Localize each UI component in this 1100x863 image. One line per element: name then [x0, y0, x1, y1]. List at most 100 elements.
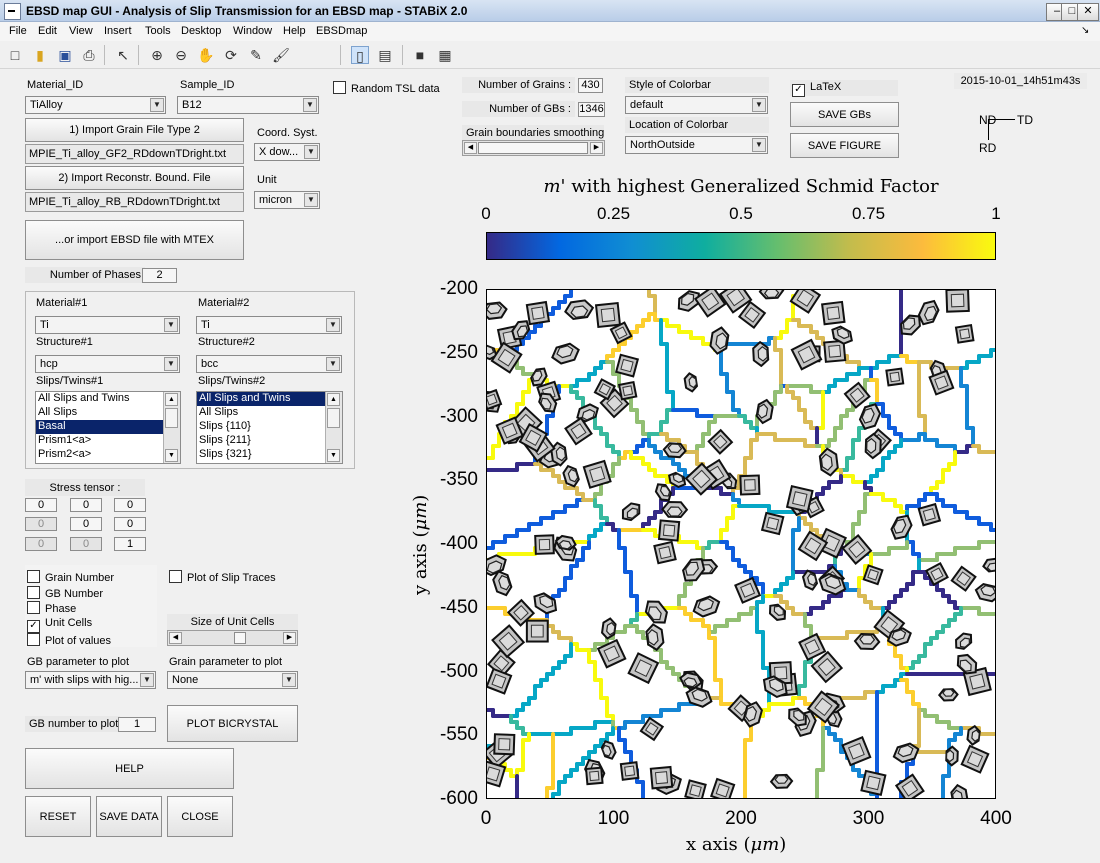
unit-cell-icon	[619, 761, 640, 781]
slips2-listbox[interactable]: All Slips and Twins All Slips Slips {110} S…	[196, 391, 343, 464]
unit-cell-icon	[491, 624, 526, 659]
menu-ebsdmap[interactable]: EBSDmap	[316, 25, 368, 37]
list-item[interactable]: All Slips	[199, 406, 239, 418]
slider-thumb[interactable]	[234, 632, 246, 644]
zoom-in-icon[interactable]: ⊕	[151, 47, 163, 63]
unit-cell-icon	[661, 500, 689, 519]
structure2-dropdown[interactable]: bcc ▼	[196, 355, 342, 373]
unit-dropdown[interactable]: micron ▼	[254, 191, 320, 209]
unit-cell-icon	[718, 290, 753, 314]
brush-icon[interactable]: 🖌	[272, 47, 290, 63]
help-button[interactable]: HELP	[25, 748, 234, 789]
latex-checkbox[interactable]: ✓ LaTeX	[790, 80, 898, 97]
list-item[interactable]: Slips {321}	[199, 448, 252, 460]
slip-traces-checkbox[interactable]: Plot of Slip Traces	[169, 570, 276, 584]
x-tick-label: 100	[597, 808, 630, 829]
unit-cell-icon	[614, 353, 640, 378]
list-item[interactable]: Prism1<a>	[38, 434, 92, 446]
material2-dropdown[interactable]: Ti ▼	[196, 316, 342, 334]
list-item[interactable]: Slips {211}	[199, 434, 251, 446]
unit-cell-icon	[841, 534, 873, 565]
grain-param-label: Grain parameter to plot	[169, 656, 283, 668]
unit-cell-icon	[657, 519, 681, 542]
list-item[interactable]: All Slips and Twins	[38, 392, 130, 404]
menu-desktop[interactable]: Desktop	[181, 25, 222, 37]
stress-cell[interactable]: 0	[114, 517, 146, 531]
stress-cell[interactable]: 0	[70, 498, 102, 512]
menu-tools[interactable]: Tools	[145, 25, 171, 37]
colorbar-style-dropdown[interactable]: default ▼	[625, 96, 768, 114]
chevron-down-icon: ▼	[164, 357, 178, 371]
menu-help[interactable]: Help	[283, 25, 306, 37]
plot-bicrystal-button[interactable]: PLOT BICRYSTAL	[167, 705, 298, 742]
coord-syst-dropdown[interactable]: X dow... ▼	[254, 143, 320, 161]
gb-number-checkbox[interactable]: GB Number	[27, 586, 103, 600]
chevron-right-icon[interactable]: ▶	[590, 142, 603, 154]
hide-tools-icon[interactable]: ■	[415, 47, 425, 63]
grain-number-checkbox[interactable]: Grain Number	[27, 570, 114, 584]
menu-window[interactable]: Window	[233, 25, 273, 37]
close-button[interactable]: CLOSE	[167, 796, 233, 837]
list-item[interactable]: Basal	[36, 420, 180, 434]
structure1-dropdown[interactable]: hcp ▼	[35, 355, 180, 373]
gb-param-dropdown[interactable]: m' with slips with hig... ▼	[25, 671, 156, 689]
legend-toggle-icon[interactable]: ▤	[378, 47, 392, 63]
list-item[interactable]: All Slips	[38, 406, 78, 418]
unit-cell-icon	[649, 765, 674, 790]
rotate-3d-icon[interactable]: ⟳	[225, 47, 237, 63]
stress-cell[interactable]: 0	[25, 498, 57, 512]
colorbar-toggle-icon[interactable]: ▯	[351, 46, 369, 64]
material1-dropdown[interactable]: Ti ▼	[35, 316, 180, 334]
size-cells-slider[interactable]: ◀ ▶	[167, 630, 298, 646]
import-mtex-button[interactable]: ...or import EBSD file with MTEX	[25, 220, 244, 260]
gb-smoothing-slider[interactable]: ◀ ▶	[462, 140, 605, 156]
unit-cells-checkbox[interactable]: ✓ Unit Cells	[27, 617, 92, 633]
material-id-dropdown[interactable]: TiAlloy ▼	[25, 96, 166, 114]
menu-insert[interactable]: Insert	[104, 25, 132, 37]
unit-cell-icon	[487, 301, 508, 320]
plot-values-checkbox[interactable]: Plot of values	[27, 633, 111, 647]
chevron-left-icon[interactable]: ◀	[464, 142, 477, 154]
colorbar-location-dropdown[interactable]: NorthOutside ▼	[625, 136, 768, 154]
import-reconstr-bound-button[interactable]: 2) Import Reconstr. Bound. File	[25, 166, 244, 190]
close-window-button[interactable]: ✕	[1077, 3, 1099, 21]
pointer-icon[interactable]: ↖	[117, 47, 129, 63]
print-icon[interactable]: ⎙	[83, 47, 95, 63]
save-figure-button[interactable]: SAVE FIGURE	[790, 133, 899, 158]
pan-hand-icon[interactable]: ✋	[197, 47, 215, 63]
phases-value[interactable]: 2	[142, 268, 177, 283]
import-grain-file-button[interactable]: 1) Import Grain File Type 2	[25, 118, 244, 142]
grain-param-dropdown[interactable]: None ▼	[167, 671, 298, 689]
list-item[interactable]: Slips {110}	[199, 420, 251, 432]
ebsd-map[interactable]	[486, 289, 996, 799]
chevron-left-icon[interactable]: ◀	[169, 632, 182, 644]
stress-cell[interactable]: 0	[70, 517, 102, 531]
unit-cell-icon	[831, 325, 853, 345]
zoom-out-icon[interactable]: ⊖	[175, 47, 187, 63]
phase-checkbox[interactable]: Phase	[27, 601, 76, 615]
menu-view[interactable]: View	[69, 25, 93, 37]
stress-cell[interactable]: 1	[114, 537, 146, 551]
menu-file[interactable]: File	[9, 25, 27, 37]
chevron-right-icon[interactable]: ▶	[283, 632, 296, 644]
open-folder-icon[interactable]: ▮	[36, 47, 44, 63]
slips1-listbox[interactable]: All Slips and Twins All Slips Basal Prism1<…	[35, 391, 181, 464]
stress-cell[interactable]: 0	[114, 498, 146, 512]
random-tsl-checkbox[interactable]: Random TSL data	[333, 81, 440, 95]
new-file-icon[interactable]: □	[10, 47, 20, 63]
save-icon[interactable]: ▣	[58, 47, 72, 63]
list-item[interactable]: All Slips and Twins	[197, 392, 342, 406]
menu-edit[interactable]: Edit	[38, 25, 57, 37]
y-tick-label: -200	[439, 278, 478, 299]
data-cursor-icon[interactable]: ✎	[250, 47, 262, 63]
save-gbs-button[interactable]: SAVE GBs	[790, 102, 899, 127]
slider-thumb[interactable]	[478, 142, 588, 154]
gb-number-input[interactable]: 1	[118, 717, 156, 732]
list-item[interactable]: Prism2<a>	[38, 448, 92, 460]
sample-id-dropdown[interactable]: B12 ▼	[177, 96, 319, 114]
dock-arrow-icon[interactable]: ↘	[1081, 25, 1090, 36]
chevron-down-icon: ▼	[282, 673, 296, 687]
dock-icon[interactable]: ▦	[438, 47, 452, 63]
save-data-button[interactable]: SAVE DATA	[96, 796, 162, 837]
reset-button[interactable]: RESET	[25, 796, 91, 837]
